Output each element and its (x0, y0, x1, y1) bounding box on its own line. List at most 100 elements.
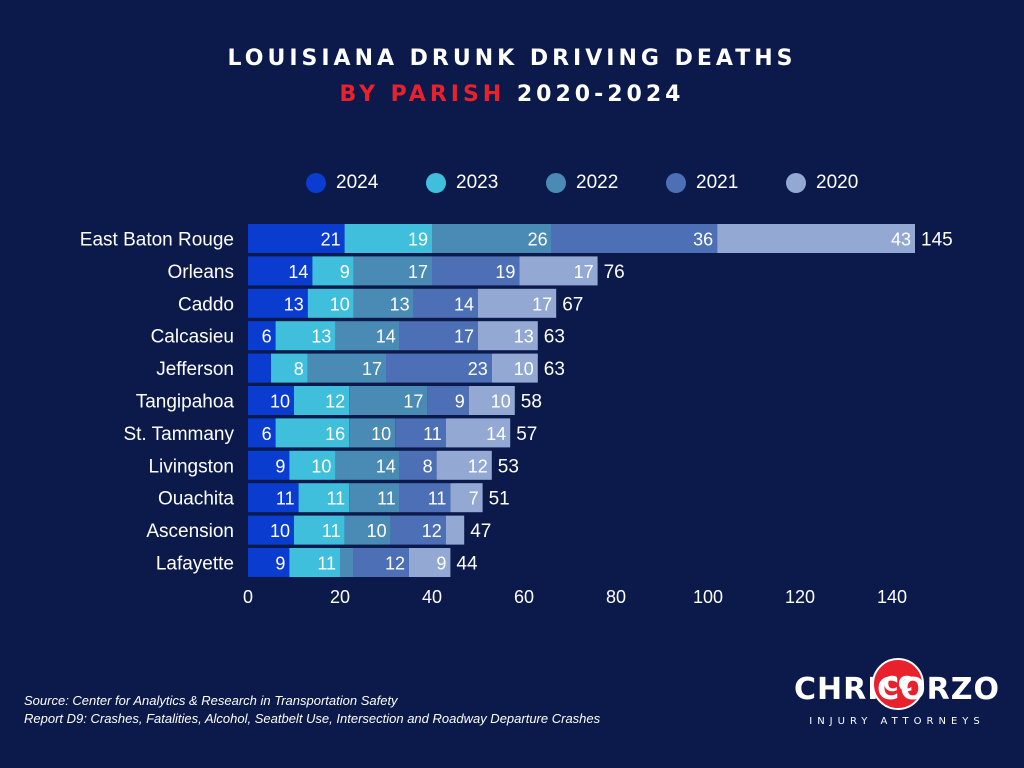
data-label: 12 (422, 521, 442, 541)
data-label: 14 (486, 424, 506, 444)
category-label: Tangipahoa (136, 392, 235, 413)
category-label: Caddo (178, 294, 234, 315)
bar-segment (390, 515, 446, 545)
bar-segment (335, 321, 400, 351)
bar-segment (478, 288, 557, 318)
total-label: 67 (562, 294, 583, 315)
data-label: 6 (262, 327, 272, 347)
legend-swatch (306, 173, 326, 193)
bar-segment (717, 224, 915, 253)
legend-label: 2021 (696, 172, 739, 193)
category-label: East Baton Rouge (80, 230, 234, 251)
bar-segment (432, 224, 552, 253)
category-label: Orleans (167, 262, 234, 283)
company-logo: CHRIS CC CORZO INJURY ATTORNEYS (792, 654, 1002, 732)
data-label: 10 (270, 521, 290, 541)
bar-segment (294, 515, 345, 545)
data-label: 10 (311, 456, 331, 476)
data-label: 8 (294, 359, 304, 379)
bar-segment (307, 288, 354, 318)
chart-title-line1: LOUISIANA DRUNK DRIVING DEATHS (227, 46, 797, 71)
chart-title-line2: BY PARISH 2020-2024 (0, 82, 1024, 107)
bar-segment (340, 548, 354, 577)
bar-segment (450, 483, 483, 513)
bar-segment (289, 548, 340, 577)
bar-segment (349, 386, 428, 415)
bar-segment (248, 386, 294, 415)
report-line: Report D9: Crashes, Fatalities, Alcohol,… (24, 711, 601, 726)
legend-item-2022: 2022 (546, 172, 666, 194)
data-label: 23 (468, 359, 488, 379)
bar-segment (519, 256, 598, 286)
legend-item-2024: 2024 (306, 172, 426, 194)
data-label: 11 (428, 489, 447, 509)
bar-segment (289, 450, 336, 480)
logo-emblem-icon: CC (872, 658, 924, 710)
bar-segment (248, 256, 313, 286)
total-label: 63 (544, 359, 565, 380)
bar-segment (551, 224, 718, 253)
x-tick-label: 140 (877, 587, 907, 607)
source-footer: Source: Center for Analytics & Research … (24, 692, 600, 728)
bar-segment (298, 483, 350, 513)
legend-item-2021: 2021 (666, 172, 786, 194)
bar-segment (468, 386, 515, 415)
bar-segment (427, 386, 469, 415)
legend-item-2023: 2023 (426, 172, 546, 194)
bar-segment (349, 483, 400, 513)
data-label: 9 (275, 554, 285, 574)
bar-segment (248, 321, 276, 351)
data-label: 8 (423, 456, 433, 476)
total-label: 145 (921, 230, 953, 251)
data-label: 19 (408, 230, 428, 250)
x-tick-label: 80 (606, 587, 626, 607)
bar-segment (353, 288, 414, 318)
bar-segment (248, 515, 294, 545)
data-label: 10 (514, 359, 534, 379)
legend-item-2020: 2020 (786, 172, 906, 194)
total-label: 44 (456, 554, 478, 575)
data-label: 17 (403, 392, 423, 412)
category-label: St. Tammany (123, 424, 234, 445)
category-label: Calcasieu (151, 327, 234, 348)
bar-segment (248, 418, 276, 448)
total-label: 63 (544, 327, 565, 348)
category-label: Ascension (146, 521, 234, 542)
data-label: 13 (390, 294, 410, 314)
bar-segment (248, 353, 271, 383)
data-label: 9 (275, 456, 285, 476)
bar-segment (445, 515, 465, 545)
bar-segment (335, 450, 400, 480)
bar-segment (399, 483, 451, 513)
x-tick-label: 60 (514, 587, 534, 607)
bar-segment (248, 224, 345, 253)
chart-legend: 2024 2023 2022 2021 2020 (306, 172, 906, 194)
data-label: 17 (408, 262, 428, 282)
bar-segment (248, 450, 290, 480)
data-label: 13 (311, 327, 331, 347)
data-label: 11 (377, 489, 396, 509)
data-label: 6 (262, 424, 272, 444)
total-label: 58 (521, 392, 542, 413)
bar-segment (399, 321, 478, 351)
total-label: 57 (516, 424, 537, 445)
data-label: 14 (376, 456, 396, 476)
source-line: Source: Center for Analytics & Research … (24, 693, 398, 708)
bar-segment (491, 353, 538, 383)
data-label: 17 (454, 327, 474, 347)
bar-segment (349, 418, 396, 448)
category-label: Lafayette (156, 554, 234, 575)
data-label: 17 (574, 262, 594, 282)
data-label: 21 (321, 230, 341, 250)
total-label: 47 (470, 521, 491, 542)
bar-segment (294, 386, 350, 415)
legend-label: 2023 (456, 172, 499, 193)
data-label: 12 (385, 554, 405, 574)
legend-swatch (546, 173, 566, 193)
data-label: 19 (495, 262, 515, 282)
data-label: 9 (436, 554, 446, 574)
legend-label: 2022 (576, 172, 619, 193)
total-label: 51 (489, 489, 510, 510)
data-label: 12 (325, 392, 345, 412)
